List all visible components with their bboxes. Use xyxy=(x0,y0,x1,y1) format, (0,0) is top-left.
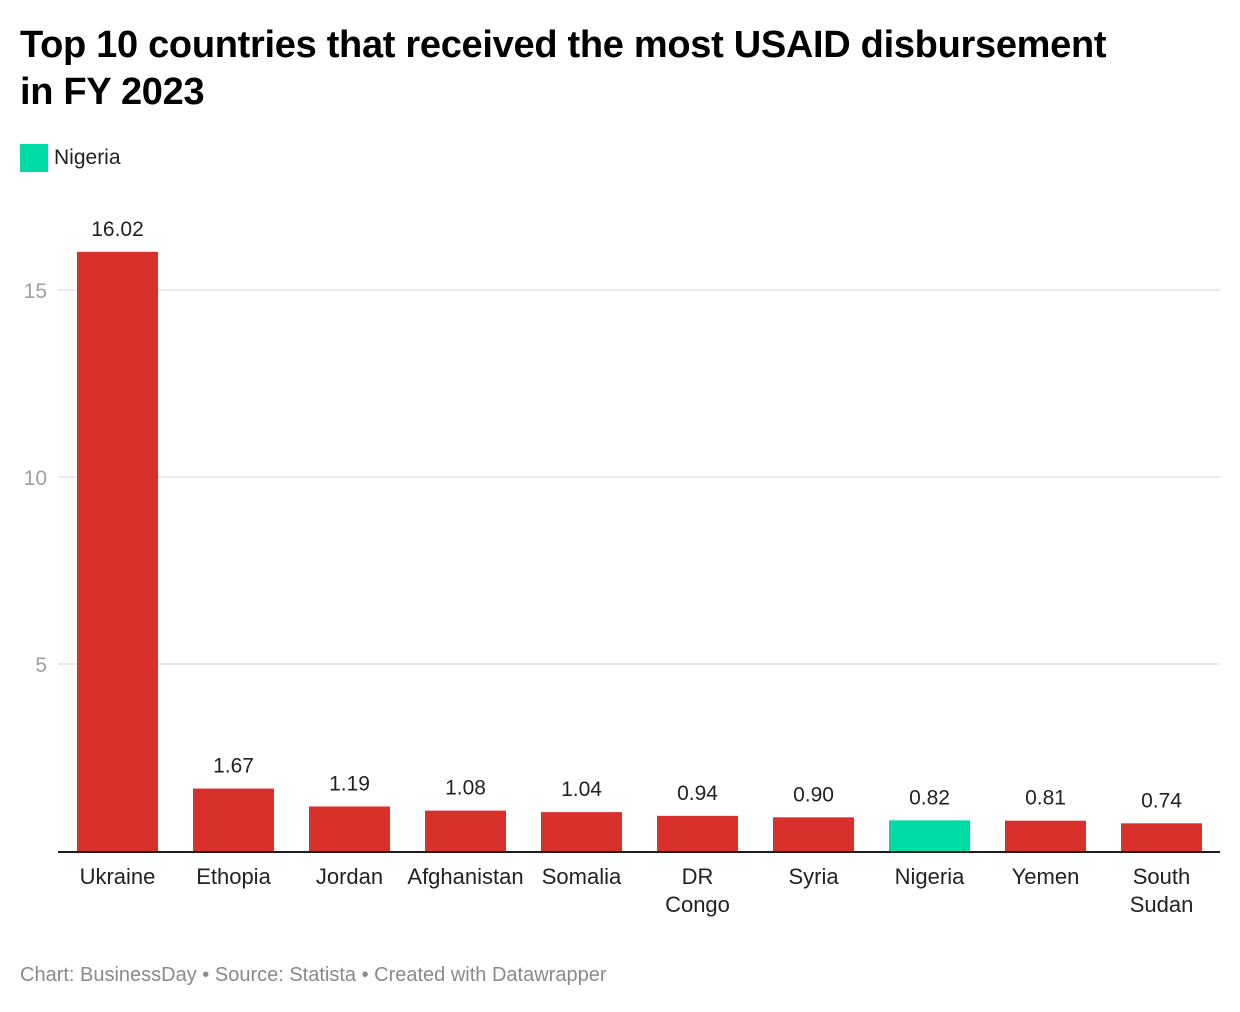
value-label: 1.67 xyxy=(213,755,254,778)
x-tick-label: Jordan xyxy=(316,864,383,889)
value-label: 0.90 xyxy=(793,783,834,806)
x-tick-label: Syria xyxy=(788,864,839,889)
bar-syria xyxy=(773,817,854,851)
x-tick-label: DR Congo xyxy=(665,864,730,917)
bar-jordan xyxy=(309,806,390,851)
value-label: 0.74 xyxy=(1141,789,1182,812)
y-tick-label: 15 xyxy=(24,280,47,303)
labels: 16.02 Ukraine 1.67 Ethopia 1.19 Jordan 1.08 Afg… xyxy=(80,218,1194,917)
bar-ukraine xyxy=(77,251,158,852)
x-tick-label: Afghanistan xyxy=(407,864,523,889)
gridlines: 5 10 15 xyxy=(24,280,1220,677)
bar-yemen xyxy=(1005,820,1086,851)
bar-somalia xyxy=(541,812,622,851)
x-tick-label: South Sudan xyxy=(1130,864,1194,917)
x-tick-label: Ethopia xyxy=(196,864,271,889)
y-tick-label: 5 xyxy=(35,654,47,677)
bar-dr-congo xyxy=(657,815,738,851)
value-label: 0.81 xyxy=(1025,787,1066,810)
x-tick-label: Somalia xyxy=(542,864,622,889)
bar-afghanistan xyxy=(425,810,506,851)
chart-title: Top 10 countries that received the most … xyxy=(20,24,1107,113)
value-label: 0.94 xyxy=(677,782,718,805)
value-label: 16.02 xyxy=(91,218,144,241)
chart-footer: Chart: BusinessDay • Source: Statista • … xyxy=(20,964,607,986)
value-label: 1.19 xyxy=(329,772,370,795)
value-label: 1.04 xyxy=(561,778,602,801)
x-tick-label: Ukraine xyxy=(80,864,156,889)
bars xyxy=(77,251,1202,852)
legend-label-nigeria: Nigeria xyxy=(54,146,121,169)
bar-nigeria xyxy=(889,820,970,851)
bar-south-sudan xyxy=(1121,823,1202,851)
legend: Nigeria xyxy=(20,144,121,172)
value-label: 1.08 xyxy=(445,777,486,800)
y-tick-label: 10 xyxy=(24,467,47,490)
value-label: 0.82 xyxy=(909,786,950,809)
x-tick-label: Nigeria xyxy=(895,864,965,889)
legend-swatch-nigeria xyxy=(20,144,48,172)
x-tick-label: Yemen xyxy=(1012,864,1080,889)
bar-ethiopia xyxy=(193,788,274,851)
